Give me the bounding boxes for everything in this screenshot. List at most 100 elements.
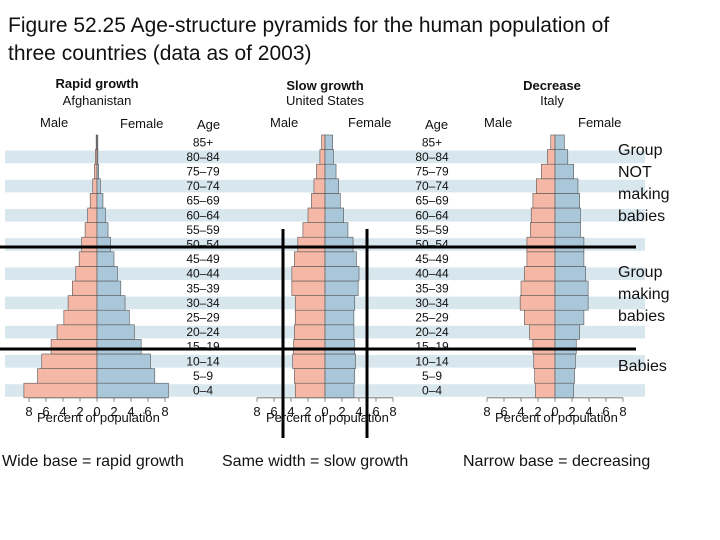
age-label-right: 40–44: [415, 267, 449, 281]
x-tick-label-rapid: 2: [76, 404, 83, 419]
bar-male-rapid: [89, 193, 98, 209]
bar-female-rapid: [96, 149, 99, 165]
pyramid-country-afghanistan: Afghanistan: [62, 93, 132, 108]
bar-female-decrease: [554, 339, 577, 355]
age-label-right: 50–54: [415, 238, 449, 252]
x-tick-label-rapid: 4: [127, 404, 134, 419]
bar-male-slow: [294, 309, 326, 326]
x-tick-label-slow: 4: [287, 404, 294, 419]
bar-female-slow: [324, 295, 356, 311]
x-tick-label-slow: 6: [270, 404, 277, 419]
x-tick-label-decrease: 8: [483, 404, 490, 419]
bar-male-rapid: [84, 222, 98, 238]
bar-female-slow: [324, 236, 354, 253]
pyramid-country-us: United States: [285, 93, 365, 108]
female-label-decrease: Female: [578, 115, 622, 130]
bar-female-slow: [324, 280, 359, 296]
age-label-left: 60–64: [186, 208, 220, 222]
bar-female-decrease: [554, 178, 579, 194]
age-label-right: 55–59: [415, 223, 449, 237]
x-tick-label-decrease: 2: [534, 404, 541, 419]
bar-male-slow: [294, 324, 326, 340]
bar-female-rapid: [96, 251, 115, 267]
bar-female-slow: [324, 207, 345, 223]
bar-female-rapid: [96, 280, 122, 296]
x-tick-label-slow: 2: [304, 404, 311, 419]
x-tick-label-slow: 8: [389, 404, 396, 419]
bar-male-slow: [297, 236, 326, 253]
age-label-right: 75–79: [415, 165, 449, 179]
age-label-left: 70–74: [186, 179, 220, 193]
age-label-right: 45–49: [415, 252, 449, 266]
bar-male-slow: [307, 207, 326, 223]
bar-female-decrease: [554, 309, 585, 326]
x-tick-label-rapid: 8: [161, 404, 168, 419]
bar-female-rapid: [96, 222, 109, 238]
age-label-left: 50–54: [186, 238, 220, 252]
bar-female-rapid: [96, 368, 156, 384]
age-label-right: 20–24: [415, 325, 449, 339]
bar-female-slow: [324, 222, 349, 238]
age-label-left: 0–4: [193, 384, 213, 398]
bar-male-decrease: [530, 222, 556, 238]
bar-female-decrease: [554, 236, 585, 253]
age-label-left: 65–69: [186, 194, 220, 208]
pyramid-title-rapid: Rapid growth: [55, 76, 139, 91]
age-label-right: 80–84: [415, 150, 449, 164]
bar-male-rapid: [75, 266, 98, 282]
bar-female-decrease: [554, 222, 581, 238]
bar-male-decrease: [532, 339, 556, 355]
bar-male-slow: [291, 266, 326, 282]
x-tick-label-slow: 4: [355, 404, 362, 419]
bar-female-rapid: [96, 353, 151, 369]
bar-male-decrease: [541, 163, 556, 180]
bar-male-decrease: [520, 280, 556, 296]
x-tick-label-slow: 6: [372, 404, 379, 419]
bar-female-decrease: [554, 134, 565, 150]
age-label-right: 85+: [422, 135, 442, 149]
bar-male-decrease: [524, 309, 556, 326]
bar-female-decrease: [554, 207, 581, 223]
bar-male-rapid: [63, 309, 98, 326]
male-label-decrease: Male: [484, 115, 513, 130]
x-tick-label-slow: 8: [253, 404, 260, 419]
age-label-left: 5–9: [193, 369, 213, 383]
bar-male-slow: [316, 163, 326, 180]
bar-female-decrease: [554, 353, 576, 369]
bar-male-decrease: [526, 251, 556, 267]
bar-female-slow: [324, 178, 339, 194]
age-label-left: 40–44: [186, 267, 220, 281]
age-label-left: 10–14: [186, 354, 220, 368]
bar-male-rapid: [56, 324, 98, 340]
age-label-right: 35–39: [415, 281, 449, 295]
bar-male-slow: [294, 295, 326, 311]
bar-male-decrease: [534, 368, 556, 384]
bar-male-rapid: [67, 295, 98, 311]
bar-female-rapid: [96, 382, 169, 399]
bar-female-rapid: [96, 309, 130, 326]
age-label-right: 25–29: [415, 311, 449, 325]
bar-female-rapid: [96, 207, 106, 223]
x-tick-label-decrease: 6: [602, 404, 609, 419]
bar-male-rapid: [50, 339, 98, 355]
bar-male-slow: [302, 222, 326, 238]
bar-female-slow: [324, 163, 337, 180]
note-not-making-babies: Group NOT making babies: [618, 142, 670, 225]
x-tick-label-rapid: 4: [59, 404, 66, 419]
bar-female-slow: [324, 368, 356, 384]
age-label-left: 30–34: [186, 296, 220, 310]
bar-female-slow: [324, 251, 357, 267]
bar-male-decrease: [524, 266, 556, 282]
male-label-rapid: Male: [40, 115, 69, 130]
bar-female-slow: [324, 353, 356, 369]
x-tick-label-rapid: 6: [144, 404, 151, 419]
bar-female-decrease: [554, 368, 575, 384]
bar-male-rapid: [87, 207, 98, 223]
male-label-slow: Male: [270, 115, 299, 130]
bar-male-slow: [293, 339, 326, 355]
note-making-babies: Group making babies: [618, 264, 670, 325]
caption-decrease: Narrow base = decreasing: [463, 453, 651, 470]
bar-female-rapid: [96, 339, 142, 355]
age-label-right: 70–74: [415, 179, 449, 193]
